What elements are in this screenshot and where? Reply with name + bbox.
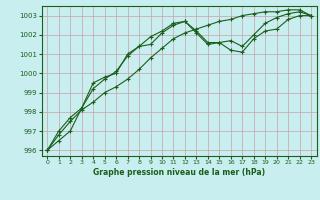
X-axis label: Graphe pression niveau de la mer (hPa): Graphe pression niveau de la mer (hPa) bbox=[93, 168, 265, 177]
